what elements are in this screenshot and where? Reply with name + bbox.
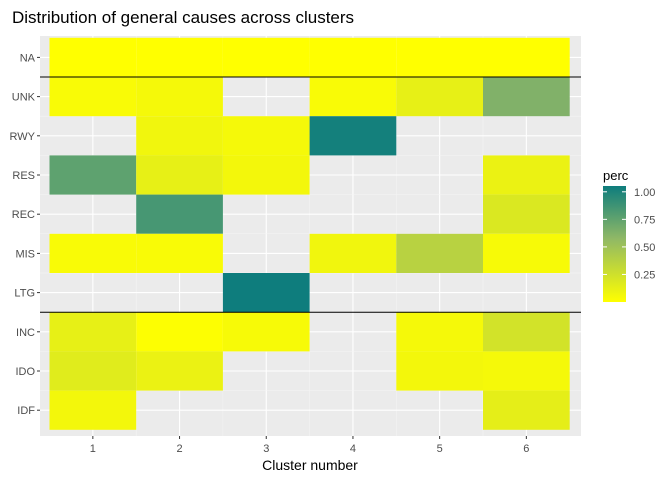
chart-title: Distribution of general causes across cl… [12, 8, 354, 27]
heatmap-cell [136, 351, 223, 391]
heatmap-cell [136, 37, 223, 77]
y-tick-label: IDO [15, 366, 35, 378]
heatmap-cell [136, 155, 223, 195]
heatmap-cell [483, 37, 570, 77]
heatmap-cell [396, 37, 483, 77]
x-tick-label: 1 [90, 443, 96, 455]
legend-label: 1.00 [634, 187, 655, 199]
heatmap-cell [309, 37, 397, 77]
heatmap-cells [49, 37, 570, 430]
heatmap-cell [136, 77, 223, 117]
x-tick-label: 5 [437, 443, 443, 455]
heatmap-cell [222, 37, 310, 77]
heatmap-cell [49, 77, 137, 117]
heatmap-cell [483, 77, 570, 117]
heatmap-cell [49, 390, 137, 430]
heatmap-cell [309, 116, 397, 156]
y-tick-label: LTG [14, 288, 35, 300]
y-tick-label: INC [16, 327, 35, 339]
legend-ticks: 0.25 0.50 0.75 1.00 [603, 187, 655, 281]
separator-lines [40, 76, 581, 313]
heatmap-cell [396, 351, 483, 391]
heatmap-cell [483, 351, 570, 391]
legend-label: 0.50 [634, 242, 655, 254]
heatmap-cell [483, 194, 570, 234]
heatmap-cell [222, 155, 310, 195]
heatmap-cell [396, 233, 483, 273]
heatmap-cell [49, 351, 137, 391]
y-tick-label: NA [20, 52, 36, 64]
heatmap-cell [309, 233, 397, 273]
heatmap-cell [483, 155, 570, 195]
y-axis-ticks: NA UNK RWY RES REC MIS LTG INC IDO IDF [10, 52, 40, 417]
y-tick-label: IDF [17, 405, 35, 417]
x-axis-title: Cluster number [262, 457, 358, 473]
heatmap-cell [49, 155, 137, 195]
x-tick-label: 2 [176, 443, 182, 455]
heatmap-cell [483, 233, 570, 273]
x-tick-label: 3 [263, 443, 269, 455]
heatmap-cell [222, 273, 310, 313]
heatmap-cell [136, 233, 223, 273]
y-tick-label: UNK [12, 92, 36, 104]
heatmap-cell [483, 312, 570, 352]
heatmap-cell [49, 37, 137, 77]
heatmap-cell [222, 312, 310, 352]
legend-title: perc [603, 168, 629, 183]
heatmap-cell [309, 77, 397, 117]
heatmap-cell [396, 77, 483, 117]
y-tick-label: RES [12, 170, 35, 182]
heatmap-cell [49, 233, 137, 273]
heatmap-cell [136, 312, 223, 352]
heatmap-cell [483, 390, 570, 430]
heatmap-cell [396, 312, 483, 352]
x-axis-ticks: 1 2 3 4 5 6 [90, 436, 529, 455]
y-tick-label: RWY [10, 131, 36, 143]
legend-label: 0.25 [634, 269, 655, 281]
heatmap-cell [136, 116, 223, 156]
heatmap-cell [49, 312, 137, 352]
legend-colorbar [603, 186, 626, 302]
y-tick-label: MIS [15, 248, 35, 260]
heatmap-cell [222, 116, 310, 156]
x-tick-label: 6 [523, 443, 529, 455]
x-tick-label: 4 [350, 443, 356, 455]
legend-label: 0.75 [634, 214, 655, 226]
y-tick-label: REC [12, 209, 35, 221]
heatmap-cell [136, 194, 223, 234]
